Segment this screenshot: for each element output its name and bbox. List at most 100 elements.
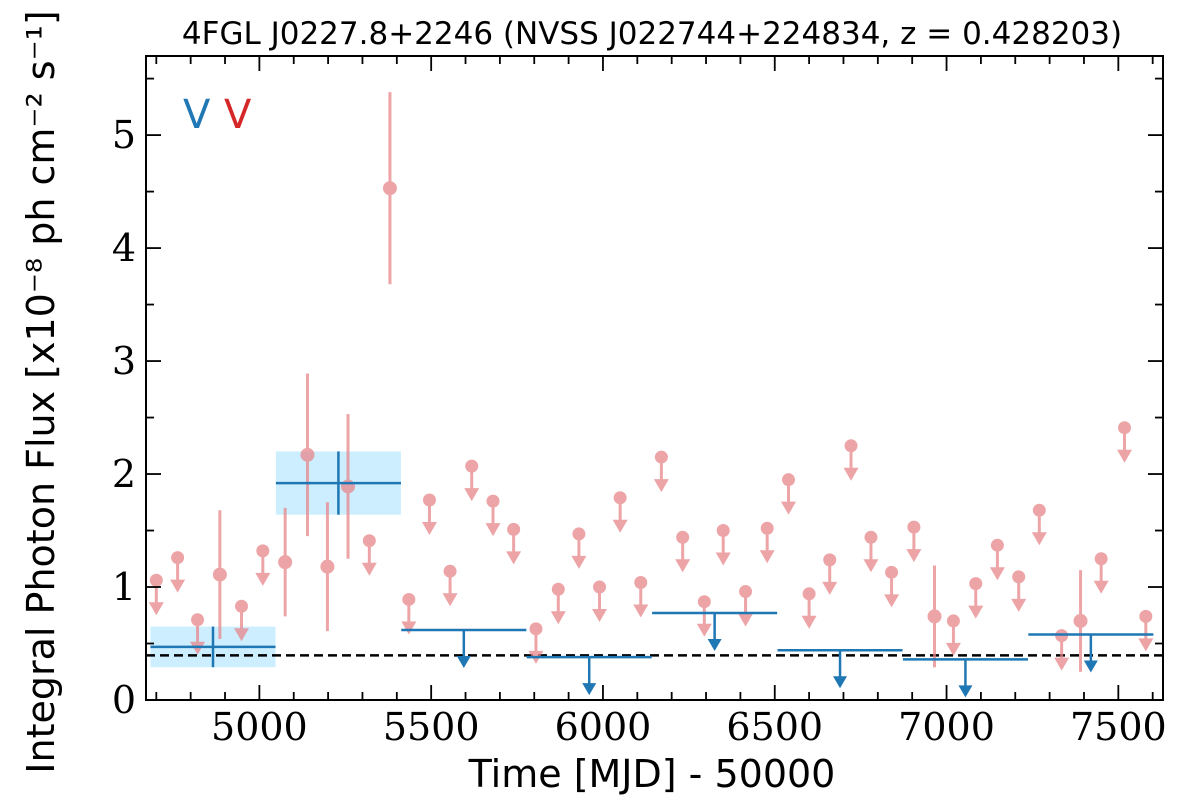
arrow-head — [653, 479, 669, 493]
arrow-head — [255, 572, 271, 586]
arrow-head — [234, 628, 250, 642]
arrow-head — [190, 641, 206, 655]
short-upper-limit — [696, 595, 712, 637]
x-tick-label: 6500 — [726, 705, 823, 749]
short-detection — [341, 414, 356, 559]
long-upper-limit — [401, 628, 527, 668]
chart-title: 4FGL J0227.8+2246 (NVSS J022744+224834, … — [182, 16, 1122, 52]
short-upper-limit — [550, 582, 566, 625]
arrow-head — [1054, 657, 1070, 671]
arrow-head — [592, 609, 608, 623]
detection-point — [341, 479, 356, 494]
short-upper-limit — [759, 521, 775, 564]
short-upper-limit — [884, 565, 900, 608]
arrow-head — [582, 683, 597, 696]
legend-marker-blue-v: V — [183, 92, 211, 138]
arrow-head — [361, 562, 377, 576]
arrow-head — [1093, 580, 1109, 594]
x-axis-label: Time [MJD] - 50000 — [468, 752, 836, 796]
arrow-head — [464, 488, 480, 502]
y-tick-label: 4 — [112, 226, 136, 270]
detection-point — [300, 447, 315, 462]
short-upper-limit — [506, 522, 522, 565]
arrow-head — [170, 579, 186, 593]
short-upper-limit — [843, 439, 859, 481]
detection-point — [278, 555, 293, 570]
y-tick-label: 5 — [112, 113, 136, 157]
y-tick-label: 3 — [112, 339, 136, 383]
arrow-head — [442, 593, 458, 607]
detection-point — [320, 559, 335, 574]
short-upper-limit — [1011, 570, 1027, 612]
plot-frame — [145, 55, 1164, 701]
arrow-head — [738, 613, 754, 627]
short-upper-limit — [738, 585, 754, 627]
short-upper-limit — [945, 614, 961, 656]
short-upper-limit — [234, 599, 250, 642]
short-upper-limit — [485, 494, 501, 537]
arrow-head — [401, 621, 417, 635]
arrow-head — [421, 522, 437, 536]
detection-point — [212, 567, 227, 582]
long-upper-limit — [652, 611, 778, 652]
short-detection — [927, 565, 942, 668]
short-upper-limit — [801, 587, 817, 629]
short-upper-limit — [675, 530, 691, 573]
short-detection — [320, 502, 335, 632]
long-detection — [150, 626, 276, 668]
short-upper-limit — [906, 520, 922, 563]
arrow-head — [989, 567, 1005, 581]
arrow-head — [707, 639, 722, 652]
short-upper-limit — [170, 551, 186, 593]
upper-limit-point — [1032, 503, 1046, 517]
short-detection — [300, 373, 315, 537]
short-upper-limit — [863, 530, 879, 573]
short-upper-limit — [571, 527, 587, 569]
arrow-head — [1117, 449, 1133, 463]
arrow-head — [884, 594, 900, 608]
short-detection — [212, 510, 227, 639]
arrow-head — [1011, 598, 1027, 612]
short-detection — [1073, 570, 1088, 672]
short-upper-limit — [780, 473, 796, 515]
short-detection — [278, 507, 293, 617]
detection-point — [1073, 613, 1088, 628]
short-upper-limit — [1031, 503, 1047, 546]
x-tick-label: 5000 — [211, 705, 308, 749]
arrow-head — [456, 655, 471, 668]
arrow-head — [843, 467, 859, 481]
arrow-head — [633, 604, 649, 618]
long-upper-limit — [777, 649, 903, 689]
short-upper-limit — [715, 524, 731, 566]
x-tick-label: 5500 — [383, 705, 480, 749]
y-tick-label: 1 — [112, 565, 136, 609]
short-upper-limit — [653, 450, 669, 493]
long-upper-limit — [526, 655, 652, 696]
y-tick-label: 2 — [112, 452, 136, 496]
arrow-head — [1138, 638, 1154, 652]
arrow-head — [571, 555, 587, 569]
arrow-head — [612, 519, 628, 533]
arrow-head — [1031, 532, 1047, 546]
x-tick-label: 7500 — [1070, 705, 1167, 749]
long-upper-limit — [1028, 633, 1154, 673]
short-upper-limit — [255, 544, 271, 586]
short-upper-limit — [190, 613, 206, 655]
short-upper-limit — [1093, 552, 1109, 594]
arrow-head — [906, 549, 922, 563]
short-upper-limit — [822, 553, 838, 595]
legend-marker-red-v: V — [224, 92, 252, 138]
arrow-head — [863, 559, 879, 573]
short-upper-limit — [968, 577, 984, 619]
x-tick-label: 6000 — [555, 705, 652, 749]
short-upper-limit — [421, 493, 437, 536]
short-upper-limit — [1138, 609, 1154, 652]
arrow-head — [833, 676, 848, 689]
arrow-head — [715, 552, 731, 566]
y-axis-label: Integral Photon Flux [x10⁻⁸ ph cm⁻² s⁻¹] — [19, 10, 63, 773]
arrow-head — [148, 602, 164, 616]
x-axis: 5000 5500 6000 6500 7000 7500 — [155, 56, 1167, 749]
arrow-head — [550, 611, 566, 625]
long-upper-limit — [902, 658, 1028, 698]
